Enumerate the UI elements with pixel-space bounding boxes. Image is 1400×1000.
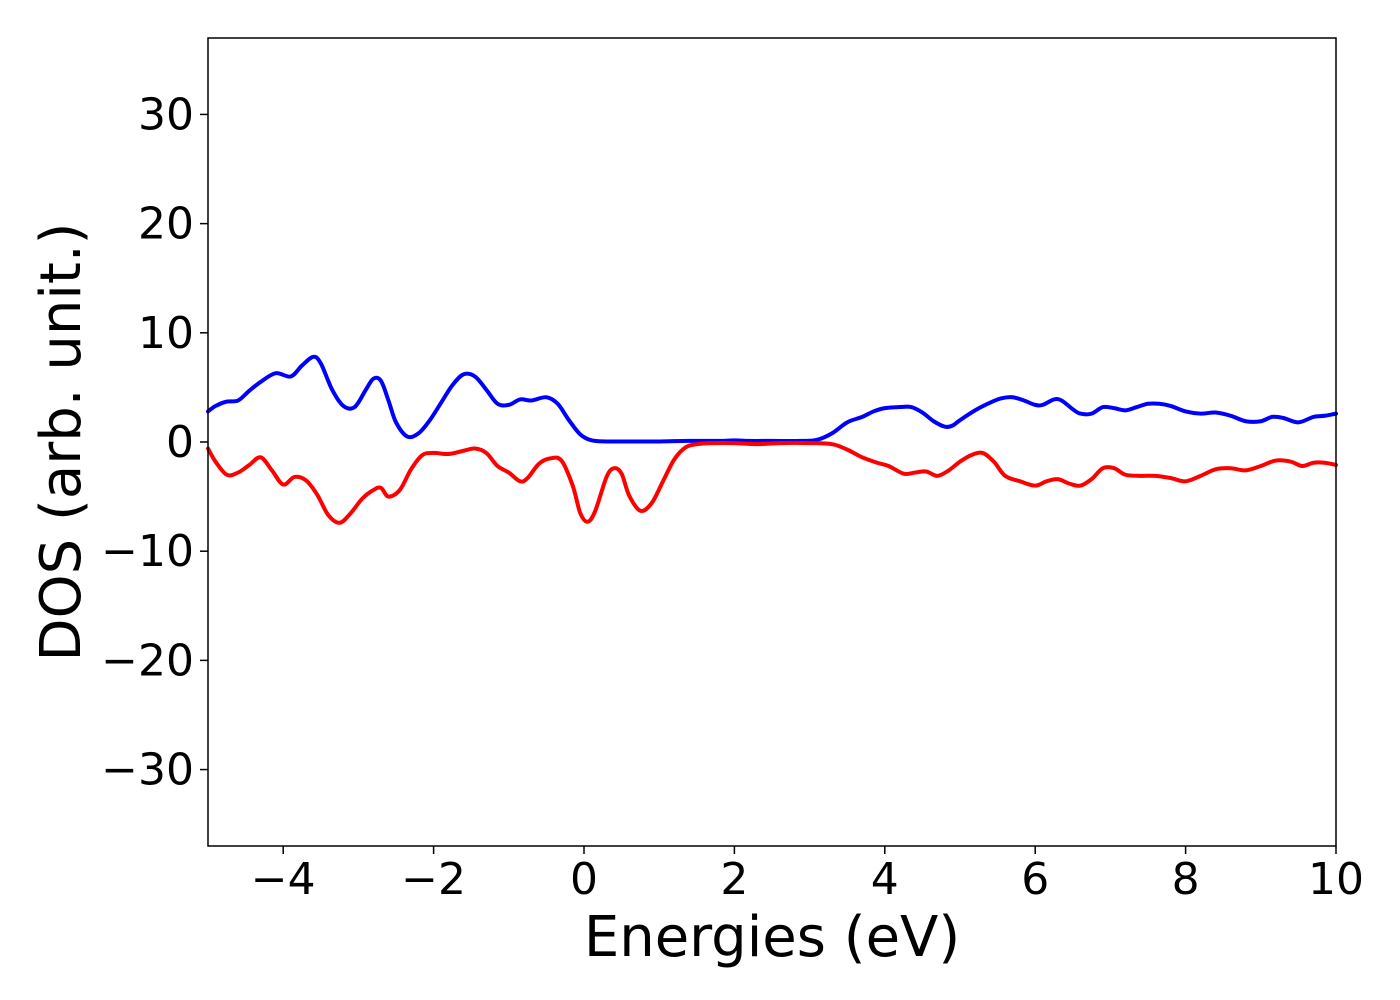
x-tick-label: 6 — [1021, 854, 1049, 905]
x-tick-label: 2 — [720, 854, 748, 905]
y-tick-label: −20 — [101, 635, 194, 686]
y-tick-label: 30 — [138, 89, 194, 140]
x-tick-label: 10 — [1308, 854, 1364, 905]
y-tick-label: 0 — [166, 417, 194, 468]
series-layer — [206, 354, 1338, 525]
y-tick-label: −10 — [101, 526, 194, 577]
x-tick-label: 8 — [1172, 854, 1200, 905]
y-tick-label: 20 — [138, 199, 194, 250]
x-tick-label: 4 — [871, 854, 899, 905]
y-tick-label: 10 — [138, 308, 194, 359]
y-axis-ticks: −30 −20 −10 0 10 20 30 — [101, 89, 208, 796]
series-line-2 — [206, 440, 1338, 525]
series-line-1 — [206, 354, 1338, 444]
x-axis-ticks: −4 −2 0 2 4 6 8 10 — [251, 846, 1364, 905]
x-tick-label: 0 — [570, 854, 598, 905]
y-axis-label: DOS (arb. unit.) — [29, 222, 94, 661]
x-axis-label: Energies (eV) — [584, 905, 960, 970]
x-tick-label: −4 — [251, 854, 316, 905]
x-tick-label: −2 — [401, 854, 466, 905]
y-tick-label: −30 — [101, 745, 194, 796]
